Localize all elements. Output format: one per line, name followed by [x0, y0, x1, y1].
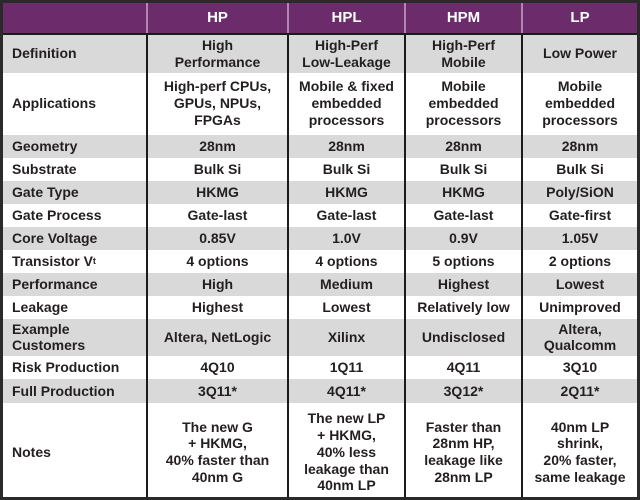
table-cell: 28nm — [287, 134, 404, 158]
table-row: Core Voltage 0.85V 1.0V 0.9V 1.05V — [3, 226, 637, 250]
table-cell: High Performance — [146, 35, 287, 73]
table-cell: 4Q11 — [404, 356, 521, 380]
table-cell: Altera, NetLogic — [146, 318, 287, 357]
table-cell: 28nm — [404, 134, 521, 158]
table-row: Example Customers Altera, NetLogic Xilinx U… — [3, 318, 637, 357]
row-label: Gate Type — [12, 183, 79, 200]
table-cell: Mobile & fixed embedded processors — [287, 72, 404, 135]
table-cell: Low Power — [521, 35, 637, 73]
row-label: Core Voltage — [12, 229, 98, 246]
row-label: Geometry — [12, 137, 78, 154]
table-cell: Highest — [146, 295, 287, 319]
table-cell: 4Q11* — [287, 379, 404, 404]
table-cell: 1.0V — [287, 226, 404, 250]
table-cell: HKMG — [287, 180, 404, 204]
table-body: Definition High Performance High-Perf Low-… — [3, 35, 637, 497]
header-cell-hpm: HPM — [404, 3, 521, 33]
table-cell: 4Q10 — [146, 356, 287, 380]
table-cell: 40nm LP shrink, 20% faster, same leakage — [521, 403, 637, 497]
table-row: Gate Process Gate-last Gate-last Gate-last G… — [3, 203, 637, 227]
table-row: Geometry 28nm 28nm 28nm 28nm — [3, 134, 637, 158]
table-cell: High — [146, 272, 287, 296]
header-cell-lp: LP — [521, 3, 637, 33]
table-cell: Relatively low — [404, 295, 521, 319]
table-cell: Bulk Si — [146, 157, 287, 181]
table-cell: 3Q10 — [521, 356, 637, 380]
table-cell: 2 options — [521, 249, 637, 273]
table-cell: High-perf CPUs, GPUs, NPUs, FPGAs — [146, 72, 287, 135]
table-cell: Poly/SiON — [521, 180, 637, 204]
header-cell-hp: HP — [146, 3, 287, 33]
table-cell: Mobile embedded processors — [404, 72, 521, 135]
table-cell: 0.9V — [404, 226, 521, 250]
table-cell: 5 options — [404, 249, 521, 273]
table-cell: Lowest — [287, 295, 404, 319]
table-cell: 28nm — [521, 134, 637, 158]
table-cell: High-Perf Mobile — [404, 35, 521, 73]
row-label: Definition — [12, 45, 77, 62]
row-label: Leakage — [12, 298, 69, 315]
header-corner-cell — [3, 3, 146, 33]
row-label: Full Production — [12, 382, 115, 399]
table-cell: Bulk Si — [521, 157, 637, 181]
row-label: Performance — [12, 275, 98, 292]
table-cell: HKMG — [404, 180, 521, 204]
table-cell: Bulk Si — [404, 157, 521, 181]
table-cell: Unimproved — [521, 295, 637, 319]
table-cell: Highest — [404, 272, 521, 296]
table-cell: Undisclosed — [404, 318, 521, 357]
table-cell: Faster than 28nm HP, leakage like 28nm L… — [404, 403, 521, 497]
row-label: Notes — [12, 443, 51, 460]
table-cell: Gate-last — [146, 203, 287, 227]
table-cell: 2Q11* — [521, 379, 637, 404]
table-cell: 3Q11* — [146, 379, 287, 404]
table-row: Applications High-perf CPUs, GPUs, NPUs, … — [3, 72, 637, 135]
table-cell: Mobile embedded processors — [521, 72, 637, 135]
table-cell: Lowest — [521, 272, 637, 296]
table-cell: Gate-last — [287, 203, 404, 227]
row-label: Gate Process — [12, 206, 102, 223]
table-cell: 0.85V — [146, 226, 287, 250]
table-cell: 3Q12* — [404, 379, 521, 404]
header-cell-hpl: HPL — [287, 3, 404, 33]
table-row: Gate Type HKMG HKMG HKMG Poly/SiON — [3, 180, 637, 204]
table-cell: 1.05V — [521, 226, 637, 250]
table-cell: 1Q11 — [287, 356, 404, 380]
table-cell: HKMG — [146, 180, 287, 204]
row-label: Example Customers — [12, 320, 86, 354]
table-row: Notes The new G + HKMG, 40% faster than 4… — [3, 403, 637, 497]
table-cell: The new LP + HKMG, 40% less leakage than… — [287, 403, 404, 497]
table-cell: Gate-first — [521, 203, 637, 227]
table-row: Full Production 3Q11* 4Q11* 3Q12* 2Q11* — [3, 379, 637, 404]
table-cell: 4 options — [146, 249, 287, 273]
table-row: Definition High Performance High-Perf Low-… — [3, 35, 637, 73]
row-label: Substrate — [12, 160, 77, 177]
table-cell: 4 options — [287, 249, 404, 273]
table-cell: High-Perf Low-Leakage — [287, 35, 404, 73]
table-row: Substrate Bulk Si Bulk Si Bulk Si Bulk Si — [3, 157, 637, 181]
table-cell: Altera, Qualcomm — [521, 318, 637, 357]
row-label: Risk Production — [12, 359, 120, 376]
table-cell: Gate-last — [404, 203, 521, 227]
table-header-row: HP HPL HPM LP — [3, 3, 637, 35]
table-cell: Xilinx — [287, 318, 404, 357]
table-cell: The new G + HKMG, 40% faster than 40nm G — [146, 403, 287, 497]
table-row: Risk Production 4Q10 1Q11 4Q11 3Q10 — [3, 356, 637, 380]
table-row: Performance High Medium Highest Lowest — [3, 272, 637, 296]
row-label: Applications — [12, 95, 97, 112]
table-cell: Bulk Si — [287, 157, 404, 181]
table-cell: 28nm — [146, 134, 287, 158]
table-row: Leakage Highest Lowest Relatively low Unimpr… — [3, 295, 637, 319]
table-cell: Medium — [287, 272, 404, 296]
